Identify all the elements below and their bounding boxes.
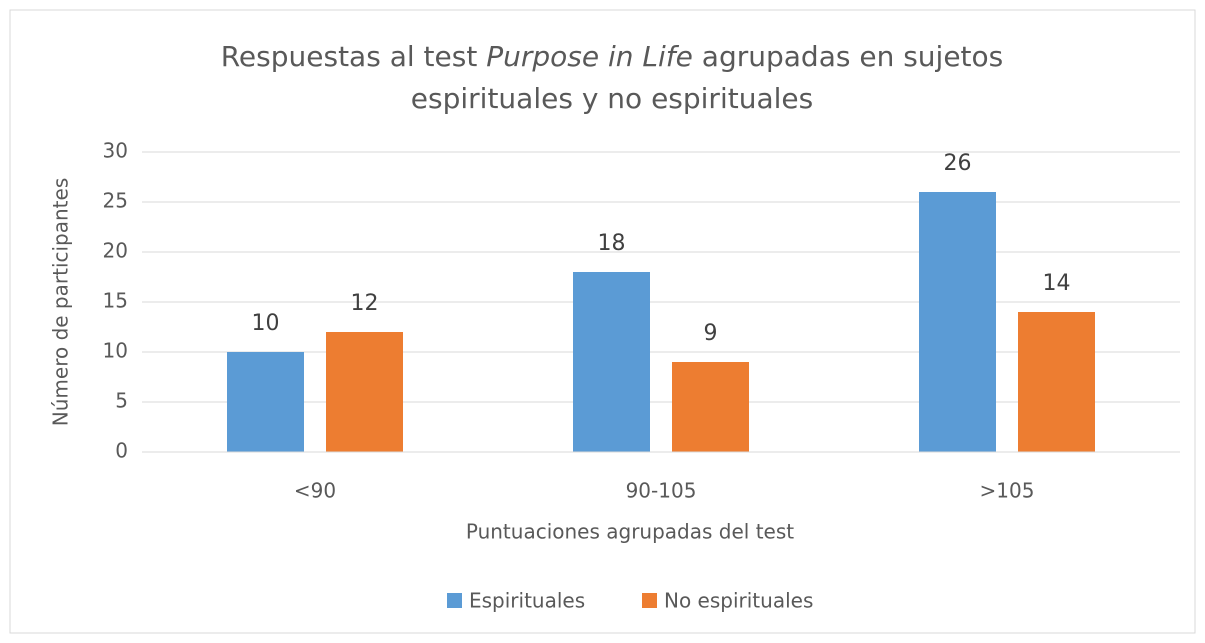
bar (227, 352, 304, 452)
data-label: 10 (252, 311, 280, 336)
y-axis-title: Número de participantes (49, 178, 73, 426)
data-label: 9 (704, 321, 718, 346)
legend-swatch (447, 593, 462, 608)
y-tick-label: 10 (103, 339, 128, 363)
legend-label: Espirituales (469, 589, 585, 613)
bar (326, 332, 403, 452)
x-axis-title: Puntuaciones agrupadas del test (466, 520, 794, 544)
x-tick-label: <90 (294, 479, 336, 503)
data-label: 12 (351, 291, 379, 316)
y-tick-label: 0 (115, 439, 128, 463)
data-label: 18 (598, 231, 626, 256)
y-tick-label: 15 (103, 289, 128, 313)
legend-label: No espirituales (664, 589, 813, 613)
x-tick-label: >105 (980, 479, 1035, 503)
chart-title: Respuestas al test Purpose in Life agrup… (221, 40, 1004, 73)
x-tick-label: 90-105 (626, 479, 697, 503)
y-tick-label: 20 (103, 239, 128, 263)
legend-swatch (642, 593, 657, 608)
data-label: 14 (1043, 271, 1071, 296)
chart-title: espirituales y no espirituales (411, 82, 813, 115)
y-tick-label: 5 (115, 389, 128, 413)
bar (573, 272, 650, 452)
data-label: 26 (944, 151, 972, 176)
y-tick-label: 30 (103, 139, 128, 163)
bar (1018, 312, 1095, 452)
bar (672, 362, 749, 452)
y-tick-label: 25 (103, 189, 128, 213)
bar (919, 192, 996, 452)
